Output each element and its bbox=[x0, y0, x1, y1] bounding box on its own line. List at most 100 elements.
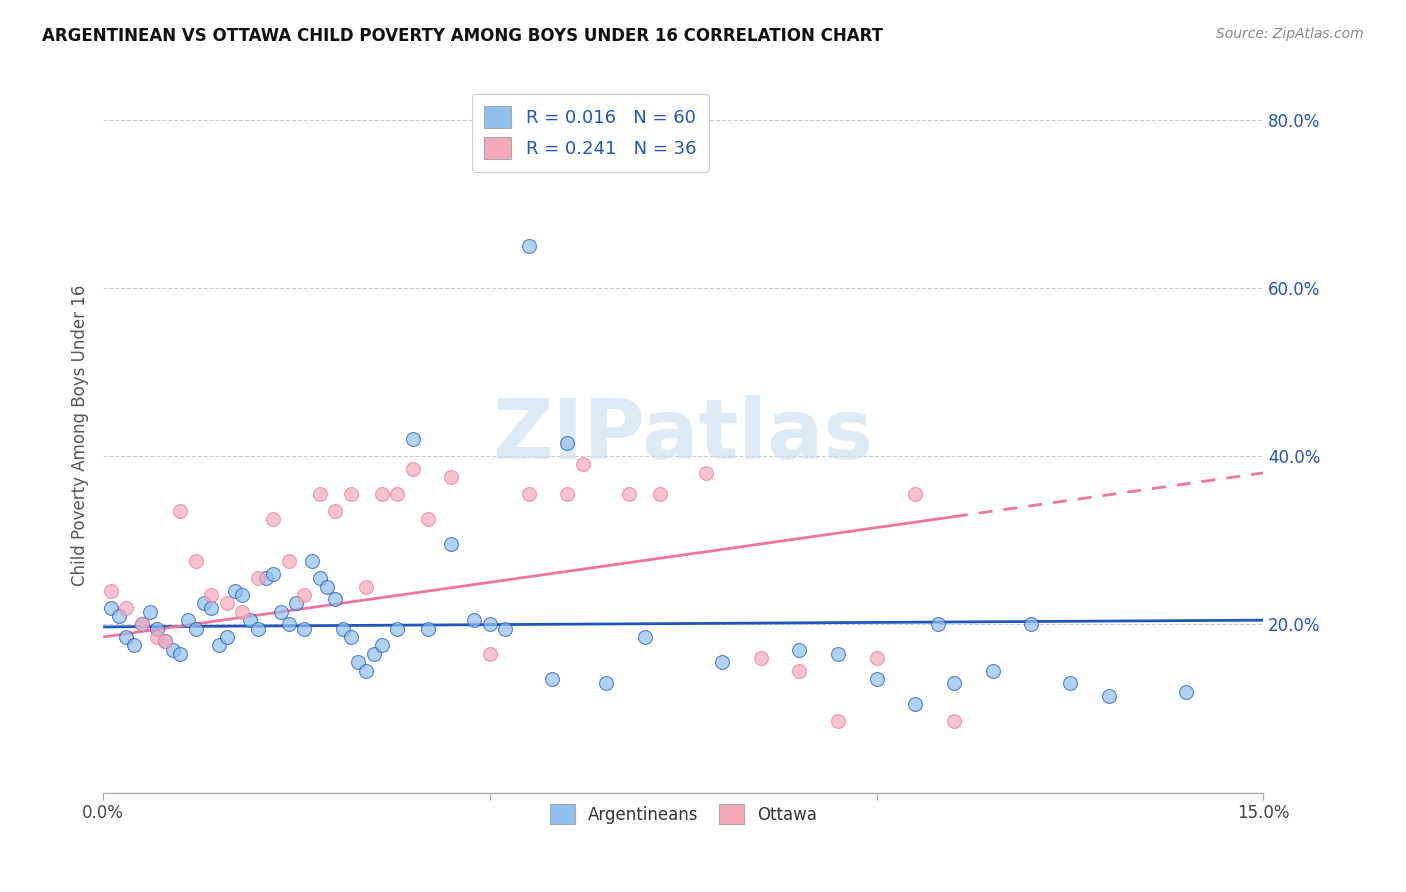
Point bbox=[301, 554, 323, 568]
Point bbox=[292, 622, 315, 636]
Point bbox=[1175, 684, 1198, 698]
Point bbox=[478, 647, 501, 661]
Point bbox=[262, 512, 284, 526]
Point bbox=[277, 554, 299, 568]
Point bbox=[865, 651, 887, 665]
Point bbox=[904, 698, 927, 712]
Point bbox=[115, 630, 138, 644]
Point bbox=[517, 238, 540, 252]
Point bbox=[323, 592, 346, 607]
Point bbox=[246, 571, 269, 585]
Point bbox=[100, 583, 122, 598]
Point bbox=[633, 630, 655, 644]
Point bbox=[440, 470, 463, 484]
Point bbox=[177, 613, 200, 627]
Point bbox=[787, 664, 810, 678]
Point bbox=[339, 630, 361, 644]
Point bbox=[323, 504, 346, 518]
Point bbox=[246, 622, 269, 636]
Point bbox=[942, 676, 965, 690]
Point bbox=[517, 487, 540, 501]
Point bbox=[215, 630, 238, 644]
Point bbox=[292, 588, 315, 602]
Point bbox=[385, 487, 408, 501]
Point bbox=[416, 622, 439, 636]
Point bbox=[254, 571, 277, 585]
Point bbox=[162, 642, 184, 657]
Point bbox=[827, 647, 849, 661]
Point bbox=[200, 588, 222, 602]
Point bbox=[122, 639, 145, 653]
Point bbox=[184, 622, 207, 636]
Point bbox=[354, 580, 377, 594]
Point bbox=[865, 672, 887, 686]
Point bbox=[981, 664, 1004, 678]
Legend: Argentineans, Ottawa: Argentineans, Ottawa bbox=[540, 794, 827, 834]
Point bbox=[153, 634, 176, 648]
Point bbox=[1059, 676, 1081, 690]
Point bbox=[385, 622, 408, 636]
Point bbox=[478, 617, 501, 632]
Point bbox=[316, 580, 339, 594]
Point bbox=[494, 622, 516, 636]
Point bbox=[555, 436, 578, 450]
Point bbox=[200, 600, 222, 615]
Point bbox=[169, 647, 191, 661]
Point bbox=[131, 617, 153, 632]
Point bbox=[370, 487, 392, 501]
Point bbox=[595, 676, 617, 690]
Point bbox=[339, 487, 361, 501]
Point bbox=[146, 622, 169, 636]
Point bbox=[231, 605, 253, 619]
Point bbox=[904, 487, 927, 501]
Point bbox=[1019, 617, 1042, 632]
Point bbox=[153, 634, 176, 648]
Point bbox=[942, 714, 965, 728]
Point bbox=[1098, 689, 1121, 703]
Point bbox=[332, 622, 354, 636]
Point bbox=[416, 512, 439, 526]
Text: ZIPatlas: ZIPatlas bbox=[492, 394, 873, 475]
Point bbox=[363, 647, 385, 661]
Point bbox=[710, 655, 733, 669]
Point bbox=[146, 630, 169, 644]
Point bbox=[401, 461, 423, 475]
Point bbox=[927, 617, 949, 632]
Point bbox=[555, 487, 578, 501]
Point bbox=[285, 596, 308, 610]
Y-axis label: Child Poverty Among Boys Under 16: Child Poverty Among Boys Under 16 bbox=[72, 285, 89, 586]
Point bbox=[193, 596, 215, 610]
Point bbox=[463, 613, 485, 627]
Point bbox=[270, 605, 292, 619]
Point bbox=[208, 639, 231, 653]
Point bbox=[131, 617, 153, 632]
Point bbox=[749, 651, 772, 665]
Point bbox=[115, 600, 138, 615]
Point bbox=[308, 487, 330, 501]
Text: ARGENTINEAN VS OTTAWA CHILD POVERTY AMONG BOYS UNDER 16 CORRELATION CHART: ARGENTINEAN VS OTTAWA CHILD POVERTY AMON… bbox=[42, 27, 883, 45]
Point bbox=[308, 571, 330, 585]
Point bbox=[571, 458, 593, 472]
Point bbox=[169, 504, 191, 518]
Point bbox=[215, 596, 238, 610]
Point bbox=[107, 609, 129, 624]
Point bbox=[239, 613, 262, 627]
Point bbox=[401, 432, 423, 446]
Point bbox=[277, 617, 299, 632]
Point bbox=[347, 655, 370, 669]
Point bbox=[262, 566, 284, 581]
Point bbox=[827, 714, 849, 728]
Point bbox=[695, 466, 717, 480]
Point bbox=[138, 605, 160, 619]
Point bbox=[231, 588, 253, 602]
Point bbox=[184, 554, 207, 568]
Point bbox=[787, 642, 810, 657]
Text: Source: ZipAtlas.com: Source: ZipAtlas.com bbox=[1216, 27, 1364, 41]
Point bbox=[540, 672, 562, 686]
Point bbox=[100, 600, 122, 615]
Point bbox=[440, 537, 463, 551]
Point bbox=[648, 487, 671, 501]
Point bbox=[354, 664, 377, 678]
Point bbox=[617, 487, 640, 501]
Point bbox=[370, 639, 392, 653]
